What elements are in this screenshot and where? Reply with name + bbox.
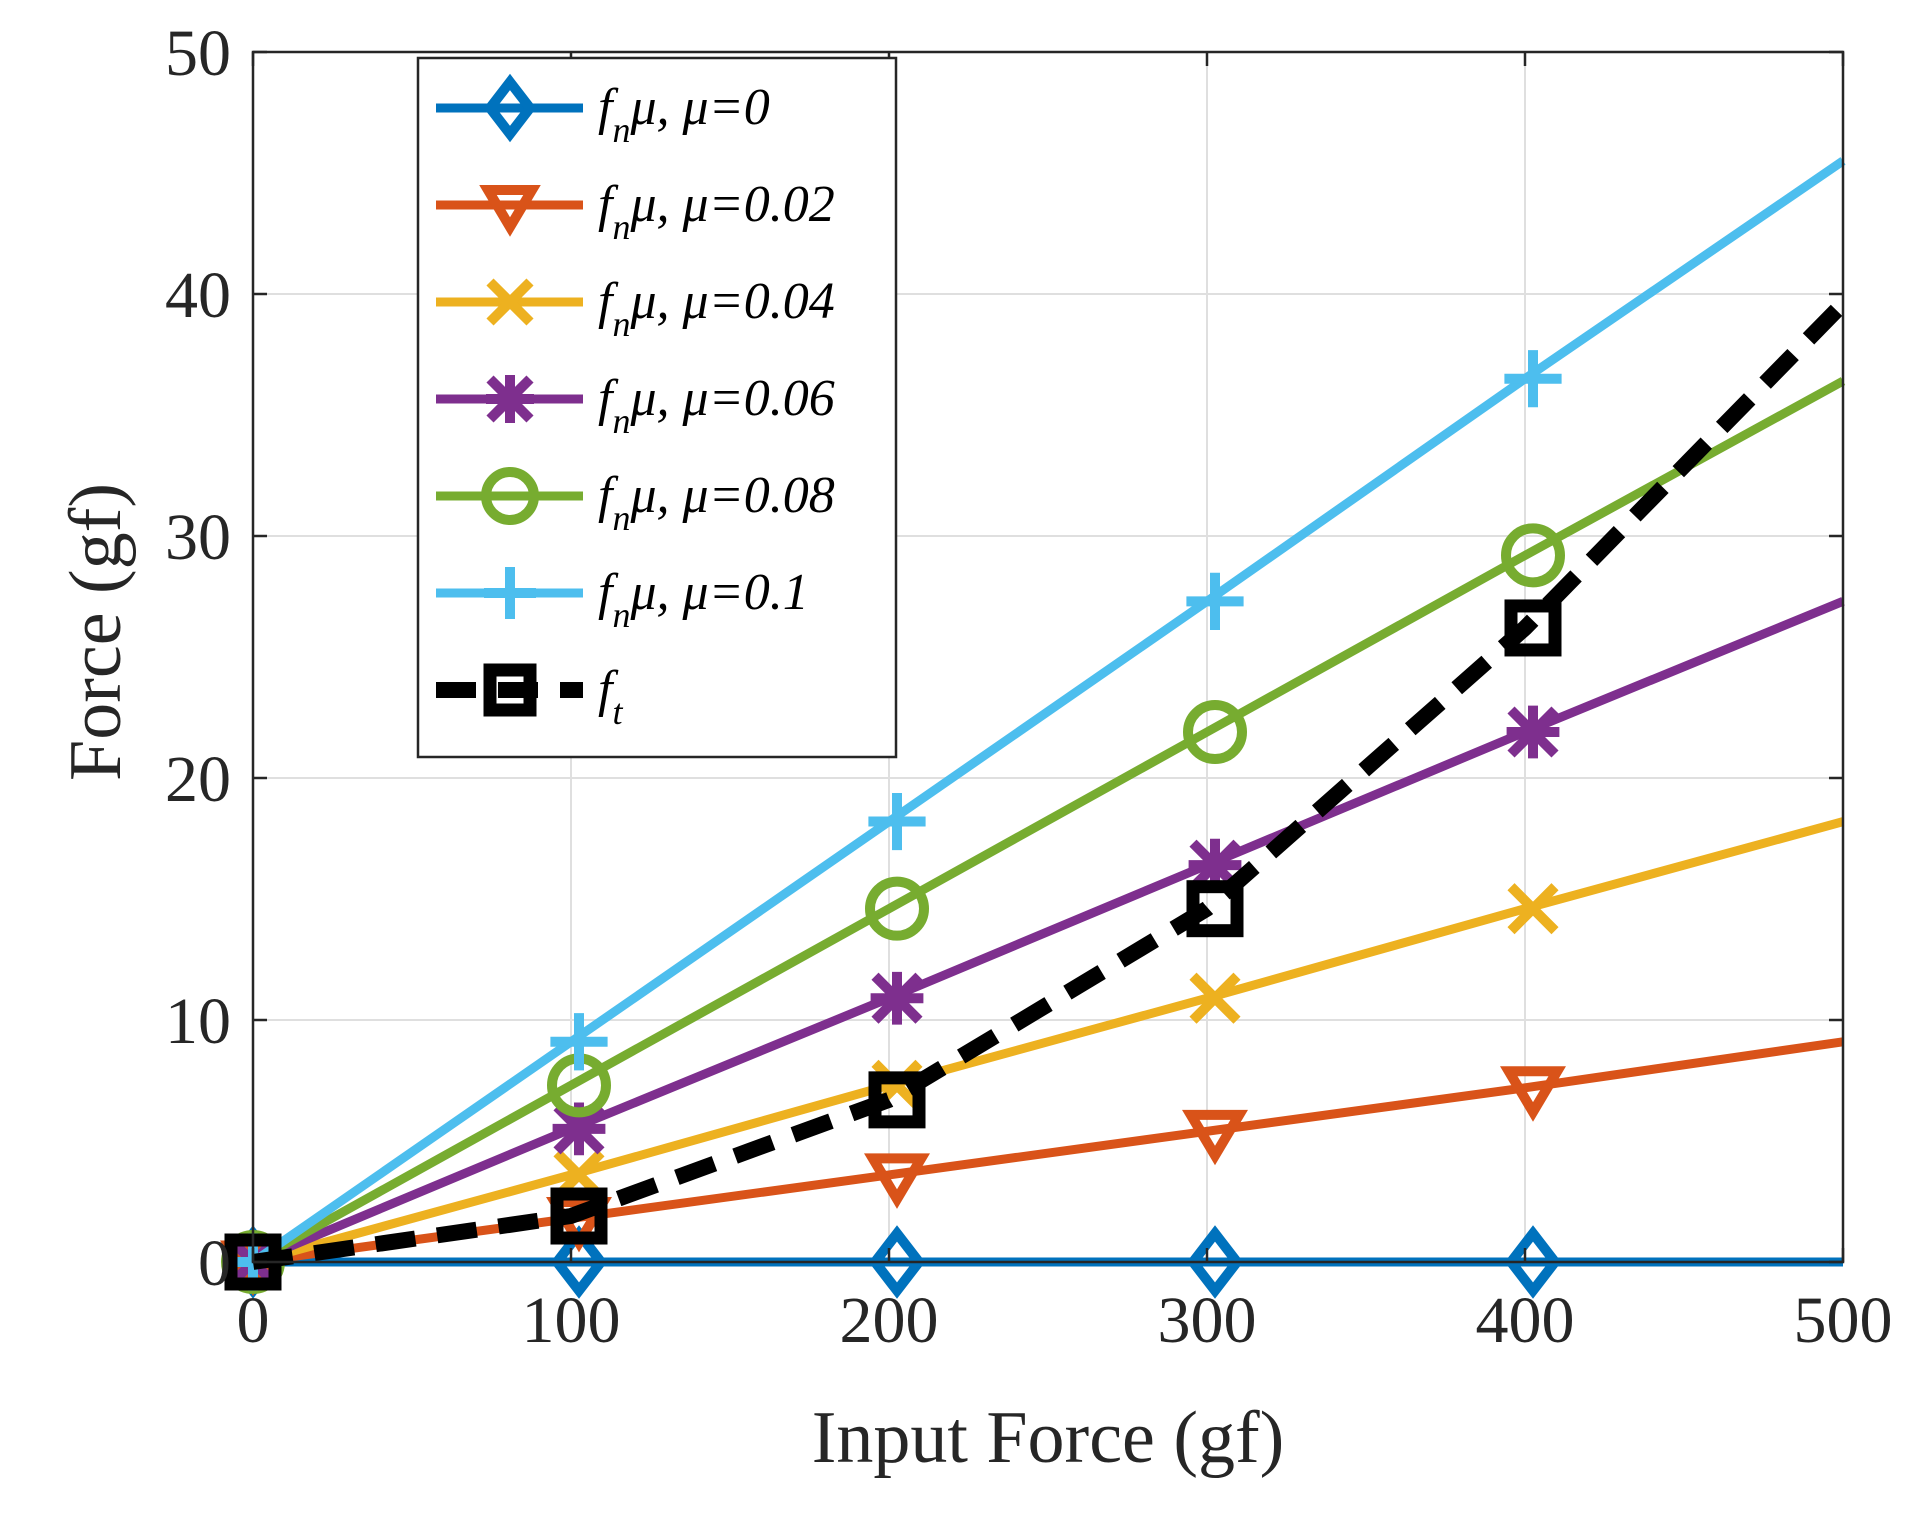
marker-circle bbox=[1501, 523, 1565, 588]
marker-square bbox=[1504, 599, 1562, 657]
marker-plus bbox=[550, 1013, 608, 1071]
legend-item: fnμ, μ=0.04 bbox=[436, 273, 835, 344]
marker-asterisk bbox=[552, 1102, 606, 1156]
plot-frame bbox=[251, 50, 1845, 1264]
x-axis-label: Input Force (gf) bbox=[812, 1397, 1285, 1479]
legend-item: fnμ, μ=0 bbox=[436, 73, 770, 150]
marker-circle bbox=[1183, 700, 1247, 765]
y-tick-label: 50 bbox=[165, 17, 231, 90]
marker-plus bbox=[484, 567, 536, 619]
marker-x bbox=[1189, 972, 1241, 1024]
marker-diamond bbox=[550, 1225, 608, 1299]
marker-x bbox=[486, 278, 534, 326]
series-6 bbox=[224, 298, 1849, 1291]
legend-item: fnμ, μ=0.02 bbox=[436, 176, 835, 247]
marker-asterisk bbox=[870, 971, 924, 1025]
x-tick-label: 100 bbox=[522, 1284, 621, 1357]
series-line bbox=[250, 157, 1846, 1266]
legend-label: fnμ, μ=0.06 bbox=[598, 370, 835, 441]
series-line bbox=[250, 377, 1846, 1266]
legend: fnμ, μ=0 fnμ, μ=0.02 fnμ, μ=0.04 fnμ, μ=0.0… bbox=[416, 56, 898, 759]
marker-circle bbox=[481, 467, 539, 525]
axis-ticks: 0 100 200 300 400 500 0 10 20 30 40 50 bbox=[165, 17, 1893, 1357]
marker-asterisk bbox=[486, 375, 534, 423]
legend-label: fnμ, μ=0.04 bbox=[598, 273, 835, 344]
legend-label: fnμ, μ=0 bbox=[598, 79, 770, 150]
y-tick-label: 20 bbox=[165, 743, 231, 816]
legend-item: fnμ, μ=0.08 bbox=[436, 467, 835, 538]
marker-square bbox=[550, 1187, 608, 1245]
marker-diamond bbox=[483, 73, 537, 143]
x-tick-label: 300 bbox=[1158, 1284, 1257, 1357]
x-tick-label: 200 bbox=[840, 1284, 939, 1357]
marker-plus bbox=[868, 792, 926, 851]
marker-diamond bbox=[1186, 1225, 1244, 1299]
marker-triangle bbox=[479, 185, 541, 237]
marker-diamond bbox=[1504, 1225, 1562, 1299]
legend-label: fnμ, μ=0.08 bbox=[598, 467, 835, 538]
x-tick-label: 400 bbox=[1476, 1284, 1575, 1357]
marker-triangle bbox=[864, 1153, 930, 1209]
y-axis-label: Force (gf) bbox=[55, 483, 137, 781]
series-line bbox=[251, 817, 1845, 1267]
marker-triangle bbox=[1182, 1109, 1248, 1166]
marker-plus bbox=[1504, 350, 1562, 408]
marker-diamond bbox=[868, 1225, 926, 1299]
marker-triangle bbox=[1500, 1066, 1566, 1122]
y-tick-label: 10 bbox=[165, 985, 231, 1058]
marker-square bbox=[1186, 880, 1244, 938]
marker-asterisk bbox=[1506, 705, 1560, 759]
marker-square bbox=[868, 1071, 926, 1129]
marker-asterisk bbox=[1188, 838, 1242, 892]
y-tick-label: 40 bbox=[165, 259, 231, 332]
x-tick-label: 0 bbox=[237, 1284, 270, 1357]
marker-plus bbox=[1186, 572, 1244, 630]
legend-item: fnμ, μ=0.1 bbox=[436, 564, 809, 635]
y-tick-label: 0 bbox=[198, 1227, 231, 1300]
marker-x bbox=[1507, 883, 1559, 935]
series-line bbox=[251, 597, 1845, 1267]
marker-square bbox=[483, 663, 537, 717]
marker-circle bbox=[865, 876, 929, 941]
legend-label: fnμ, μ=0.1 bbox=[598, 564, 809, 635]
series-5 bbox=[224, 157, 1846, 1291]
legend-label: fnμ, μ=0.02 bbox=[598, 176, 835, 247]
x-tick-label: 500 bbox=[1794, 1284, 1893, 1357]
y-tick-label: 30 bbox=[165, 501, 231, 574]
series-line bbox=[251, 298, 1849, 1270]
legend-item: fnμ, μ=0.06 bbox=[436, 370, 835, 441]
